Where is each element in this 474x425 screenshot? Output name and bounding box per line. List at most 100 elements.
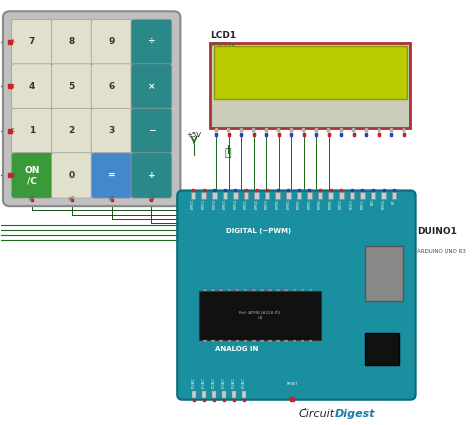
Bar bbox=[260, 340, 264, 342]
FancyBboxPatch shape bbox=[177, 190, 416, 400]
Bar bbox=[222, 391, 227, 398]
Text: PORTB0: PORTB0 bbox=[276, 199, 280, 209]
FancyBboxPatch shape bbox=[51, 64, 92, 109]
Bar bbox=[252, 289, 255, 291]
Bar bbox=[244, 340, 247, 342]
Text: 2: 2 bbox=[69, 127, 75, 136]
Bar bbox=[292, 340, 296, 342]
Bar bbox=[381, 192, 386, 198]
Bar bbox=[201, 192, 206, 198]
Bar bbox=[297, 192, 301, 198]
Text: +5V: +5V bbox=[187, 132, 201, 139]
Bar bbox=[265, 192, 269, 198]
FancyBboxPatch shape bbox=[91, 108, 132, 153]
Bar bbox=[219, 340, 223, 342]
Text: 7: 7 bbox=[29, 37, 35, 46]
Text: D: D bbox=[10, 173, 15, 178]
Bar bbox=[307, 192, 312, 198]
Bar bbox=[244, 192, 248, 198]
Bar bbox=[309, 289, 312, 291]
Bar bbox=[244, 289, 247, 291]
Bar bbox=[353, 128, 355, 132]
Text: ARDUINO UNO R3: ARDUINO UNO R3 bbox=[417, 249, 466, 254]
Text: PBMOSI: PBMOSI bbox=[382, 199, 385, 209]
Bar bbox=[276, 340, 280, 342]
FancyBboxPatch shape bbox=[12, 64, 52, 109]
Bar bbox=[268, 289, 272, 291]
Bar bbox=[286, 192, 291, 198]
Text: DUINO1: DUINO1 bbox=[417, 227, 457, 236]
Text: PORTD6: PORTD6 bbox=[255, 199, 259, 209]
Bar bbox=[211, 340, 215, 342]
Bar bbox=[349, 192, 354, 198]
Text: p2: p2 bbox=[69, 196, 75, 201]
Bar bbox=[309, 340, 312, 342]
Text: PORTD7: PORTD7 bbox=[265, 199, 269, 209]
Bar bbox=[215, 128, 218, 132]
Bar bbox=[371, 192, 375, 198]
Text: PORTB2: PORTB2 bbox=[297, 199, 301, 209]
Text: 3: 3 bbox=[109, 127, 115, 136]
Text: ⏚: ⏚ bbox=[225, 148, 231, 158]
FancyBboxPatch shape bbox=[51, 153, 92, 198]
Text: PORTB5: PORTB5 bbox=[328, 199, 333, 209]
Text: PORTC1: PORTC1 bbox=[360, 199, 365, 209]
Bar bbox=[302, 128, 305, 132]
Bar bbox=[377, 128, 380, 132]
FancyBboxPatch shape bbox=[12, 153, 52, 198]
Bar bbox=[339, 192, 344, 198]
Text: Digest: Digest bbox=[335, 409, 376, 419]
Bar bbox=[228, 289, 231, 291]
Text: C: C bbox=[10, 128, 14, 133]
Bar bbox=[223, 192, 227, 198]
Bar bbox=[232, 391, 237, 398]
Bar bbox=[210, 43, 410, 128]
Bar bbox=[284, 340, 288, 342]
Bar bbox=[275, 192, 280, 198]
Text: PB5SC0: PB5SC0 bbox=[350, 199, 354, 209]
Text: −: − bbox=[147, 127, 155, 136]
Text: PORTD3: PORTD3 bbox=[223, 199, 227, 209]
FancyBboxPatch shape bbox=[131, 64, 172, 109]
Bar bbox=[315, 128, 318, 132]
FancyBboxPatch shape bbox=[12, 108, 52, 153]
Bar bbox=[365, 246, 403, 301]
FancyBboxPatch shape bbox=[51, 19, 92, 65]
Bar bbox=[301, 289, 304, 291]
Text: PORTC0: PORTC0 bbox=[339, 199, 343, 209]
Text: PORTD1: PORTD1 bbox=[202, 199, 206, 209]
Bar bbox=[202, 391, 206, 398]
Text: LMD16L: LMD16L bbox=[210, 42, 235, 47]
Bar bbox=[260, 289, 264, 291]
Text: B: B bbox=[11, 84, 14, 89]
Bar bbox=[284, 289, 288, 291]
Bar bbox=[192, 391, 196, 398]
Text: LCD1: LCD1 bbox=[210, 31, 236, 40]
Text: PORTB3: PORTB3 bbox=[308, 199, 311, 209]
Bar bbox=[255, 192, 259, 198]
Text: A: A bbox=[10, 40, 14, 45]
Bar bbox=[214, 46, 407, 99]
Text: PC5/ADC: PC5/ADC bbox=[242, 377, 246, 388]
FancyBboxPatch shape bbox=[91, 153, 132, 198]
Bar bbox=[328, 192, 333, 198]
Text: 5: 5 bbox=[69, 82, 75, 91]
Text: PC0/ADC: PC0/ADC bbox=[191, 377, 196, 388]
Bar bbox=[212, 192, 217, 198]
Bar bbox=[277, 128, 280, 132]
Text: 8: 8 bbox=[69, 37, 75, 46]
FancyBboxPatch shape bbox=[131, 153, 172, 198]
Text: PORTD2: PORTD2 bbox=[212, 199, 216, 209]
Text: ÷: ÷ bbox=[147, 37, 155, 46]
Bar bbox=[252, 128, 255, 132]
Text: p4: p4 bbox=[148, 196, 155, 201]
Bar bbox=[228, 340, 231, 342]
Text: Ćircuit: Ćircuit bbox=[299, 409, 335, 419]
Bar bbox=[203, 289, 207, 291]
Bar bbox=[301, 340, 304, 342]
Text: PORTB4: PORTB4 bbox=[318, 199, 322, 209]
Bar bbox=[318, 192, 322, 198]
Bar bbox=[292, 289, 296, 291]
Text: DIGITAL (~PWM): DIGITAL (~PWM) bbox=[226, 228, 291, 235]
Bar bbox=[268, 340, 272, 342]
